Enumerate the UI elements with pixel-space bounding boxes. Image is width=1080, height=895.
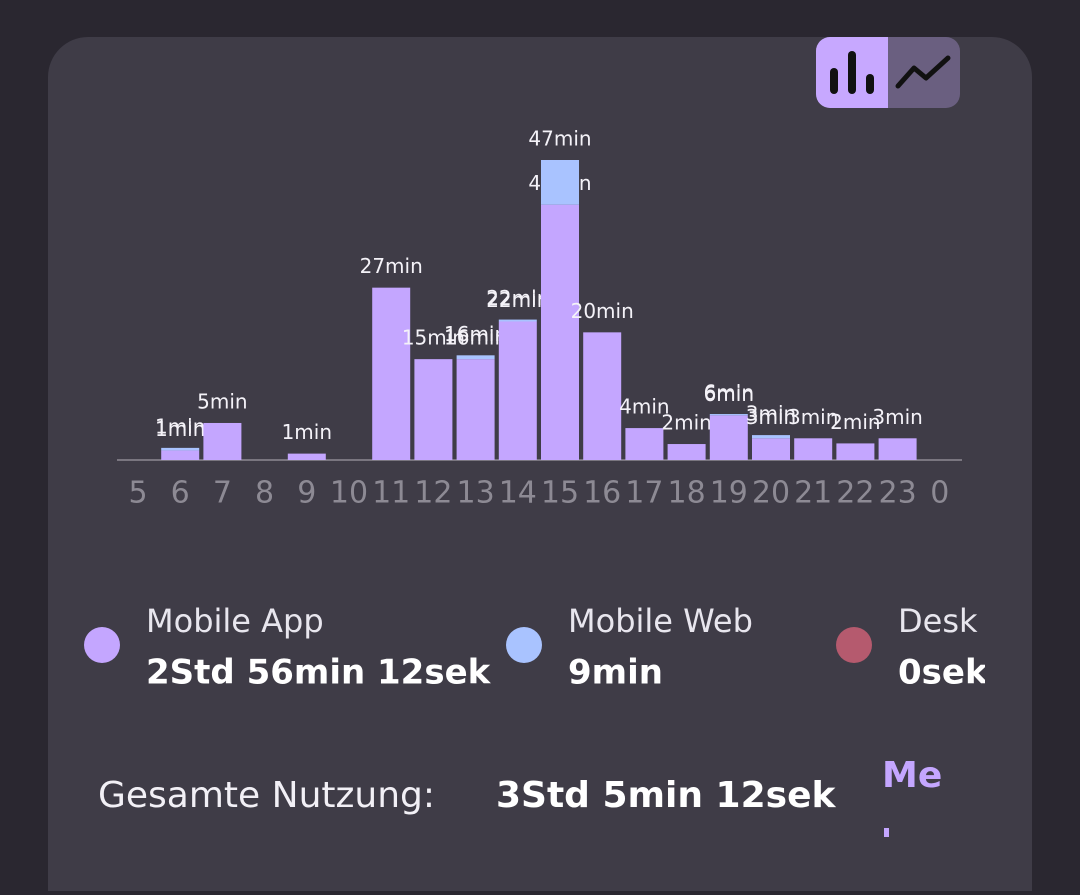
legend-name: Mobile Web xyxy=(568,602,753,640)
legend-swatch xyxy=(836,627,872,663)
x-tick-label: 20 xyxy=(752,476,790,511)
summary-value: 3Std 5min 12sek xyxy=(496,775,836,816)
x-tick-label: 11 xyxy=(372,476,410,511)
x-tick-label: 6 xyxy=(171,476,190,511)
bar-segment xyxy=(161,450,200,460)
chart-toggle[interactable] xyxy=(816,37,960,108)
data-label: 15min xyxy=(402,326,465,350)
data-label: 22min xyxy=(486,288,549,312)
bar-segment xyxy=(709,414,748,416)
data-label: 3min xyxy=(746,402,796,426)
bar-segment xyxy=(203,422,242,460)
data-label: 6min xyxy=(704,382,754,406)
x-tick-label: 12 xyxy=(414,476,452,511)
x-tick-label: 13 xyxy=(457,476,495,511)
data-label: 3min xyxy=(746,405,796,429)
bar-segment xyxy=(709,415,748,460)
x-tick-label: 22 xyxy=(836,476,874,511)
data-label: 3min xyxy=(788,405,838,429)
data-label: 20min xyxy=(571,299,634,323)
x-tick-label: 14 xyxy=(499,476,537,511)
data-label: 3min xyxy=(872,405,922,429)
x-tick-label: 16 xyxy=(583,476,621,511)
legend-swatch xyxy=(84,627,120,663)
bar-icon xyxy=(830,51,874,94)
summary-label: Gesamte Nutzung: xyxy=(98,775,435,816)
x-tick-label: 10 xyxy=(330,476,368,511)
bar-segment xyxy=(752,438,790,460)
x-tick-label: 23 xyxy=(879,476,917,511)
legend-name: Mobile App xyxy=(146,602,324,640)
data-label: 6min xyxy=(704,381,754,405)
data-label: 1min xyxy=(155,417,205,441)
bar-segment xyxy=(161,447,200,451)
data-label: 16min xyxy=(444,322,507,346)
data-label: 47min xyxy=(528,127,591,151)
legend-swatch xyxy=(506,627,542,663)
line-toggle[interactable] xyxy=(895,55,951,89)
bar-segment xyxy=(498,319,537,322)
bar-segment xyxy=(625,428,664,460)
bar-segment xyxy=(287,453,326,460)
legend-total: 0sek xyxy=(898,653,989,693)
bar-segment xyxy=(456,359,495,460)
bar-segment xyxy=(878,438,917,460)
bar-segment xyxy=(541,204,579,460)
x-tick-label: 0 xyxy=(930,476,949,511)
legend: Mobile App 2Std 56min 12sek Mobile Web 9min… xyxy=(84,602,989,693)
x-tick-label: 17 xyxy=(625,476,663,511)
bar-segment xyxy=(583,332,622,460)
data-label: 2min xyxy=(661,411,711,435)
x-tick-label: 21 xyxy=(794,476,832,511)
data-label: 1min xyxy=(282,420,332,444)
bar-segment xyxy=(498,321,537,460)
bar-segment xyxy=(836,443,875,460)
more-link[interactable]: Me xyxy=(882,755,942,796)
more-dot xyxy=(884,828,889,837)
bar-segment xyxy=(752,435,790,439)
card xyxy=(48,37,1032,895)
x-tick-label: 15 xyxy=(541,476,579,511)
data-label: 27min xyxy=(360,254,423,278)
bar-segment xyxy=(667,444,706,460)
legend-total: 9min xyxy=(568,653,663,693)
data-label: 22min xyxy=(486,286,549,310)
x-tick-label: 5 xyxy=(128,476,147,511)
data-label: 5min xyxy=(197,389,247,413)
legend-name: Desk xyxy=(898,602,978,640)
x-tick-label: 8 xyxy=(255,476,274,511)
bar-segment xyxy=(414,359,453,460)
bar-segment xyxy=(372,287,411,460)
data-label: 4min xyxy=(619,395,669,419)
data-label: 16min xyxy=(444,326,507,350)
bar-segment xyxy=(456,355,495,360)
bar-segment xyxy=(794,438,833,460)
data-label: 2min xyxy=(830,410,880,434)
data-label: 1min xyxy=(155,414,205,438)
legend-total: 2Std 56min 12sek xyxy=(146,653,492,693)
x-tick-label: 19 xyxy=(710,476,748,511)
x-tick-label: 9 xyxy=(297,476,316,511)
x-tick-label: 18 xyxy=(668,476,706,511)
x-tick-label: 7 xyxy=(213,476,232,511)
bar-segment xyxy=(541,160,579,205)
